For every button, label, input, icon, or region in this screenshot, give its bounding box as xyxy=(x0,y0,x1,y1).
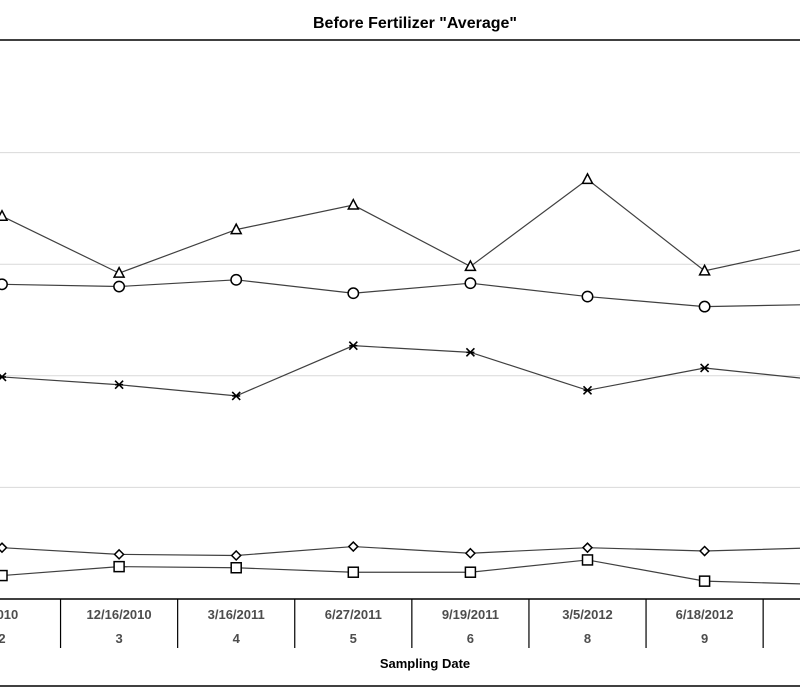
data-point-asterisk xyxy=(348,341,358,351)
data-point-square xyxy=(230,562,242,574)
data-point-triangle xyxy=(229,222,243,235)
series-line xyxy=(1,545,800,557)
gridlines xyxy=(0,152,800,488)
x-tick-label-number: 3 xyxy=(115,631,122,646)
data-point-diamond xyxy=(464,547,476,559)
x-tick-label-number: 4 xyxy=(233,631,241,646)
data-point-diamond xyxy=(347,540,359,553)
x-tick-label-date: 3/16/2011 xyxy=(208,607,265,622)
data-point-circle xyxy=(581,290,594,303)
x-tick-label-date: 9/19/2011 xyxy=(442,607,499,622)
data-point-circle xyxy=(347,287,360,300)
data-point-triangle xyxy=(698,263,711,276)
data-point-asterisk xyxy=(700,363,710,373)
series-triangle xyxy=(0,172,800,278)
data-point-square xyxy=(464,566,477,578)
x-tick-label-date: 6/18/2012 xyxy=(676,607,734,622)
data-point-asterisk xyxy=(114,380,124,390)
series-line xyxy=(1,345,800,397)
series-square xyxy=(0,554,800,587)
series-line xyxy=(1,178,800,274)
data-point-square xyxy=(581,554,594,566)
data-point-triangle xyxy=(0,209,9,221)
data-point-triangle xyxy=(112,266,126,278)
data-point-square xyxy=(698,575,711,587)
series-line xyxy=(1,279,800,308)
chart-title: Before Fertilizer "Average" xyxy=(313,15,517,32)
series-diamond xyxy=(0,540,800,562)
data-point-circle xyxy=(0,278,8,291)
x-tick-label-number: 8 xyxy=(584,631,591,646)
data-point-square xyxy=(347,566,360,578)
series-group xyxy=(0,172,800,587)
x-tick-label-number: 2 xyxy=(0,631,6,646)
data-point-asterisk xyxy=(0,372,7,382)
x-tick-label-number: 9 xyxy=(701,631,708,646)
data-point-square xyxy=(113,560,125,573)
data-point-square xyxy=(0,569,8,582)
data-point-asterisk xyxy=(582,385,593,395)
data-point-circle xyxy=(113,280,126,293)
data-point-triangle xyxy=(347,197,360,210)
data-point-triangle xyxy=(581,172,594,185)
x-tick-label-date: /2010 xyxy=(0,607,18,622)
x-tick-label-date: 3/5/2012 xyxy=(562,607,613,622)
x-tick-label-date: 12/16/2010 xyxy=(87,607,152,622)
data-point-diamond xyxy=(230,549,242,562)
data-point-diamond xyxy=(581,542,594,554)
data-point-circle xyxy=(698,300,711,313)
data-point-circle xyxy=(464,277,477,290)
data-point-circle xyxy=(230,273,243,286)
x-tick-label-number: 5 xyxy=(350,631,357,646)
data-point-diamond xyxy=(113,548,125,560)
data-point-asterisk xyxy=(231,391,241,401)
series-line xyxy=(1,559,800,585)
x-tick-label-number: 6 xyxy=(467,631,474,646)
data-point-diamond xyxy=(0,542,8,554)
x-axis-label: Sampling Date xyxy=(380,656,470,671)
category-axis: /2010 2 12/16/2010 3 3/16/2011 4 6/27/2011 5 9/1… xyxy=(0,599,764,648)
data-point-asterisk xyxy=(465,347,475,357)
data-point-diamond xyxy=(699,545,711,557)
series-asterisk xyxy=(0,341,800,401)
series-circle xyxy=(0,273,800,313)
data-point-triangle xyxy=(464,259,477,272)
x-tick-label-date: 6/27/2011 xyxy=(325,607,382,622)
